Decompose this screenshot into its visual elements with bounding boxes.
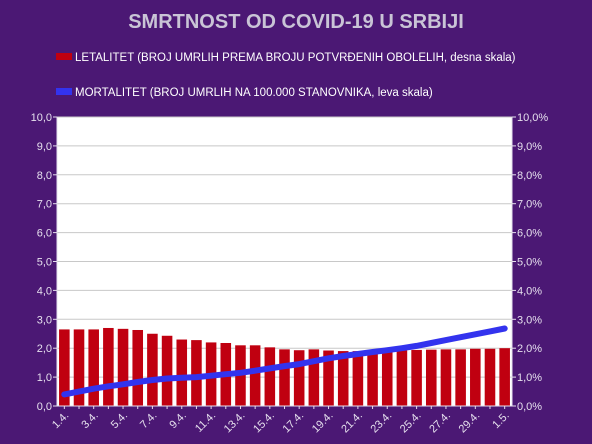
letalitet-bar [147, 333, 158, 406]
y-right-tick-label: 7,0% [517, 199, 542, 211]
letalitet-bar [484, 348, 496, 406]
letalitet-bar [103, 327, 114, 406]
y-right-tick-label: 1,0% [517, 372, 542, 384]
y-axis-left: 0,0 1,0 2,0 3,0 4,0 5,0 6,0 7,0 8,0 9,0 10,0 [31, 112, 58, 413]
y-right-tick-label: 10,0% [517, 112, 548, 124]
y-left-tick-label: 10,0 [31, 112, 52, 124]
letalitet-bar [117, 328, 129, 406]
legend-swatch-letalitet [56, 53, 72, 60]
y-left-tick-label: 9,0 [37, 141, 52, 153]
letalitet-bar [396, 350, 408, 406]
y-left-tick-label: 6,0 [37, 228, 52, 240]
x-tick-label: 11.4. [193, 410, 218, 435]
y-left-tick-label: 3,0 [37, 314, 52, 326]
letalitet-bar [59, 329, 70, 406]
x-tick-label: 29.4. [457, 410, 483, 436]
y-right-tick-label: 2,0% [517, 343, 542, 355]
letalitet-bar [279, 349, 290, 406]
letalitet-bar [161, 335, 173, 406]
letalitet-bar [191, 340, 202, 406]
y-right-tick-label: 4,0% [517, 285, 542, 297]
letalitet-bar [381, 350, 393, 406]
letalitet-bar [440, 349, 452, 406]
letalitet-bar [88, 329, 99, 406]
letalitet-bar [367, 350, 378, 406]
x-tick-label: 5.4. [109, 410, 130, 431]
legend-label-letalitet: LETALITET (BROJ UMRLIH PREMA BROJU POTVR… [75, 52, 516, 64]
x-tick-label: 27.4. [427, 410, 453, 436]
y-left-tick-label: 7,0 [37, 199, 52, 211]
letalitet-bar [176, 339, 188, 406]
y-right-tick-label: 6,0% [517, 228, 542, 240]
letalitet-bar [73, 329, 85, 406]
y-left-tick-label: 4,0 [37, 285, 52, 297]
y-right-tick-label: 5,0% [517, 257, 542, 269]
legend-swatch-mortalitet [56, 88, 72, 95]
y-left-tick-label: 0,0 [37, 401, 52, 413]
letalitet-bar [293, 350, 305, 406]
y-right-tick-label: 3,0% [517, 314, 542, 326]
letalitet-bar [425, 349, 437, 406]
x-tick-label: 23.4. [369, 410, 395, 436]
legend: LETALITET (BROJ UMRLIH PREMA BROJU POTVR… [56, 52, 516, 99]
mortalitet-line-path [61, 325, 508, 398]
letalitet-bar [470, 348, 481, 406]
letalitet-bar [323, 350, 334, 406]
x-tick-label: 19.4. [310, 410, 336, 436]
x-tick-label: 1.4. [50, 410, 71, 431]
y-left-tick-label: 2,0 [37, 343, 52, 355]
y-right-tick-label: 9,0% [517, 141, 542, 153]
chart-title: SMRTNOST OD COVID-19 U SRBIJI [128, 11, 464, 33]
x-tick-label: 25.4. [398, 410, 424, 436]
x-tick-label: 15.4. [251, 410, 277, 436]
legend-label-mortalitet: MORTALITET (BROJ UMRLIH NA 100.000 STANO… [75, 87, 433, 99]
y-left-tick-label: 8,0 [37, 170, 52, 182]
letalitet-bar [308, 349, 320, 406]
y-right-tick-label: 0,0% [517, 401, 542, 413]
y-axis-right: 0,0% 1,0% 2,0% 3,0% 4,0% 5,0% 6,0% 7,0% 8,0% 9,0%… [511, 112, 548, 413]
y-right-tick-label: 8,0% [517, 170, 542, 182]
x-tick-label: 21.4. [339, 410, 365, 436]
letalitet-bar [455, 349, 466, 406]
y-left-tick-label: 5,0 [37, 257, 52, 269]
letalitet-bar [337, 351, 349, 406]
letalitet-bar [249, 345, 261, 406]
x-tick-label: 1.5. [490, 410, 511, 431]
mortalitet-line [61, 325, 508, 398]
x-tick-label: 17.4. [281, 410, 307, 436]
x-tick-label: 7.4. [138, 410, 159, 431]
x-tick-label: 3.4. [79, 410, 100, 431]
letalitet-bar [411, 349, 422, 406]
x-tick-label: 13.4. [222, 410, 248, 436]
x-axis: 1.4. 3.4. 5.4. 7.4. 9.4. 11.4. 13.4. 15.4. 17.4.… [50, 405, 512, 436]
letalitet-bar [499, 348, 510, 406]
letalitet-bar [352, 351, 364, 406]
letalitet-bar [264, 347, 276, 406]
y-left-tick-label: 1,0 [37, 372, 52, 384]
x-tick-label: 9.4. [167, 410, 188, 431]
letalitet-bar [132, 329, 144, 406]
